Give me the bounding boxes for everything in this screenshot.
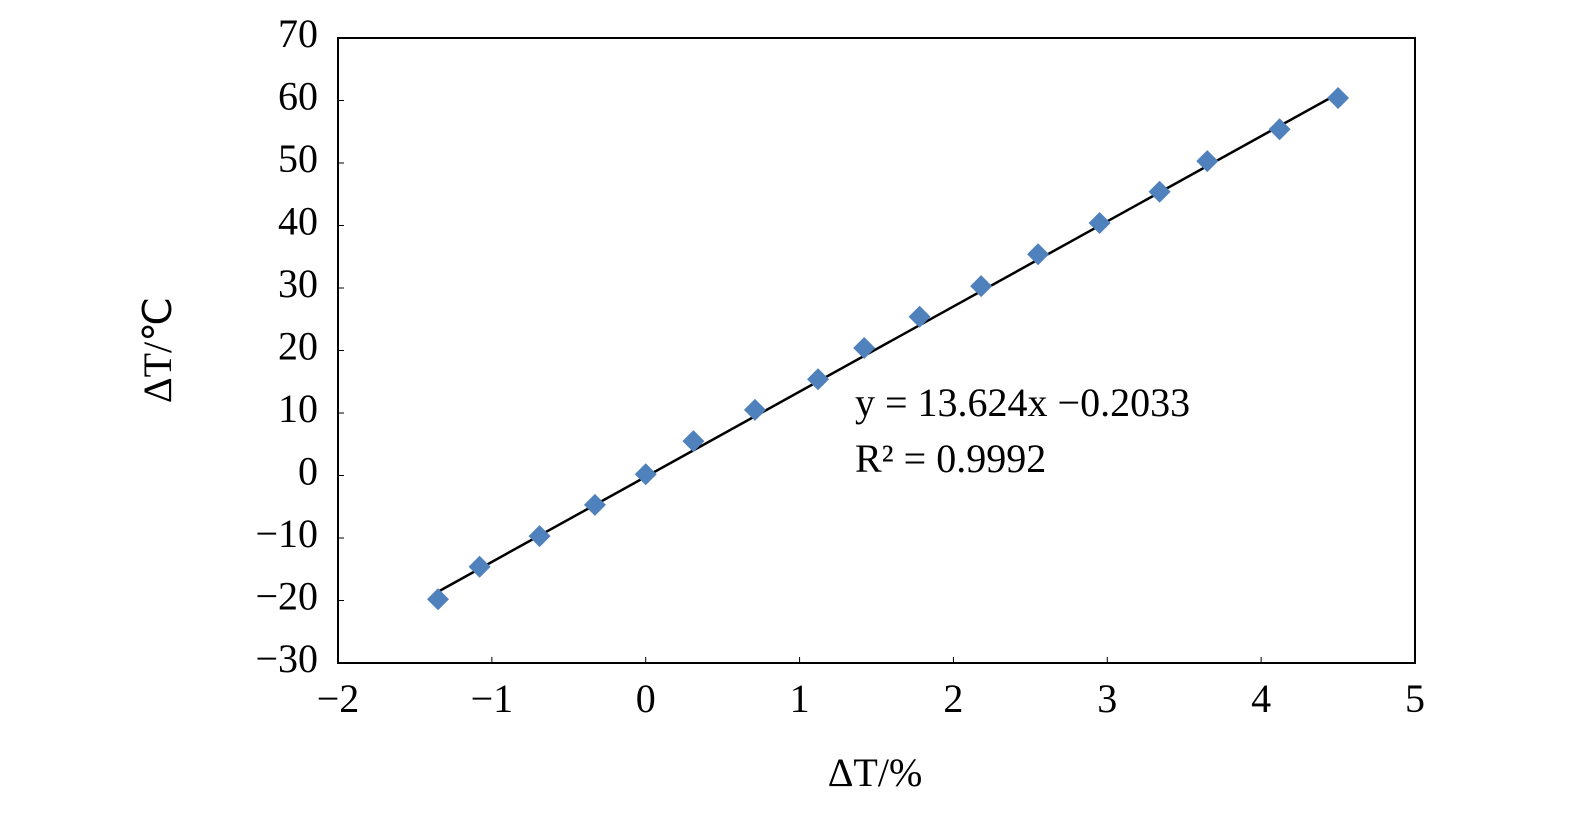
y-tick-label: 50 (278, 136, 318, 181)
x-tick-label: 4 (1251, 676, 1271, 721)
x-tick-label: 2 (943, 676, 963, 721)
data-point (1327, 87, 1350, 109)
x-tick-label: 0 (636, 676, 656, 721)
data-point (1148, 180, 1171, 203)
data-point (807, 368, 830, 391)
plot-frame (337, 37, 1416, 664)
data-point (743, 398, 766, 421)
data-point (1268, 118, 1291, 141)
trend-equation: y = 13.624x −0.2033 (855, 380, 1190, 425)
data-point (908, 305, 931, 328)
x-tick-label: 3 (1097, 676, 1117, 721)
x-tick-label: 1 (790, 676, 810, 721)
y-tick-label: 20 (278, 324, 318, 369)
y-tick-label: −10 (255, 511, 318, 556)
y-tick-label: −20 (255, 574, 318, 619)
y-tick-label: 10 (278, 386, 318, 431)
trend-r2: R² = 0.9992 (855, 436, 1046, 481)
data-point (682, 430, 705, 453)
y-tick-label: 70 (278, 11, 318, 56)
y-tick-label: 30 (278, 261, 318, 306)
y-tick-label: −30 (255, 636, 318, 681)
x-tick-label: 5 (1405, 676, 1425, 721)
x-tick-label: −2 (317, 676, 360, 721)
data-point (634, 463, 657, 486)
data-point (427, 588, 450, 611)
data-point (528, 525, 551, 548)
data-point (1027, 243, 1050, 266)
trend-line (437, 92, 1339, 593)
data-point (853, 337, 876, 359)
x-tick-label: −1 (471, 676, 514, 721)
y-tick-label: 40 (278, 199, 318, 244)
data-point (583, 493, 606, 516)
y-tick-label: 0 (298, 449, 318, 494)
data-point (970, 275, 993, 298)
data-point (1196, 150, 1219, 173)
y-axis-label: ΔT/℃ (135, 297, 180, 403)
data-point (1088, 212, 1111, 234)
data-point (468, 555, 491, 578)
x-axis-label: ΔT/% (828, 750, 923, 795)
y-tick-label: 60 (278, 74, 318, 119)
